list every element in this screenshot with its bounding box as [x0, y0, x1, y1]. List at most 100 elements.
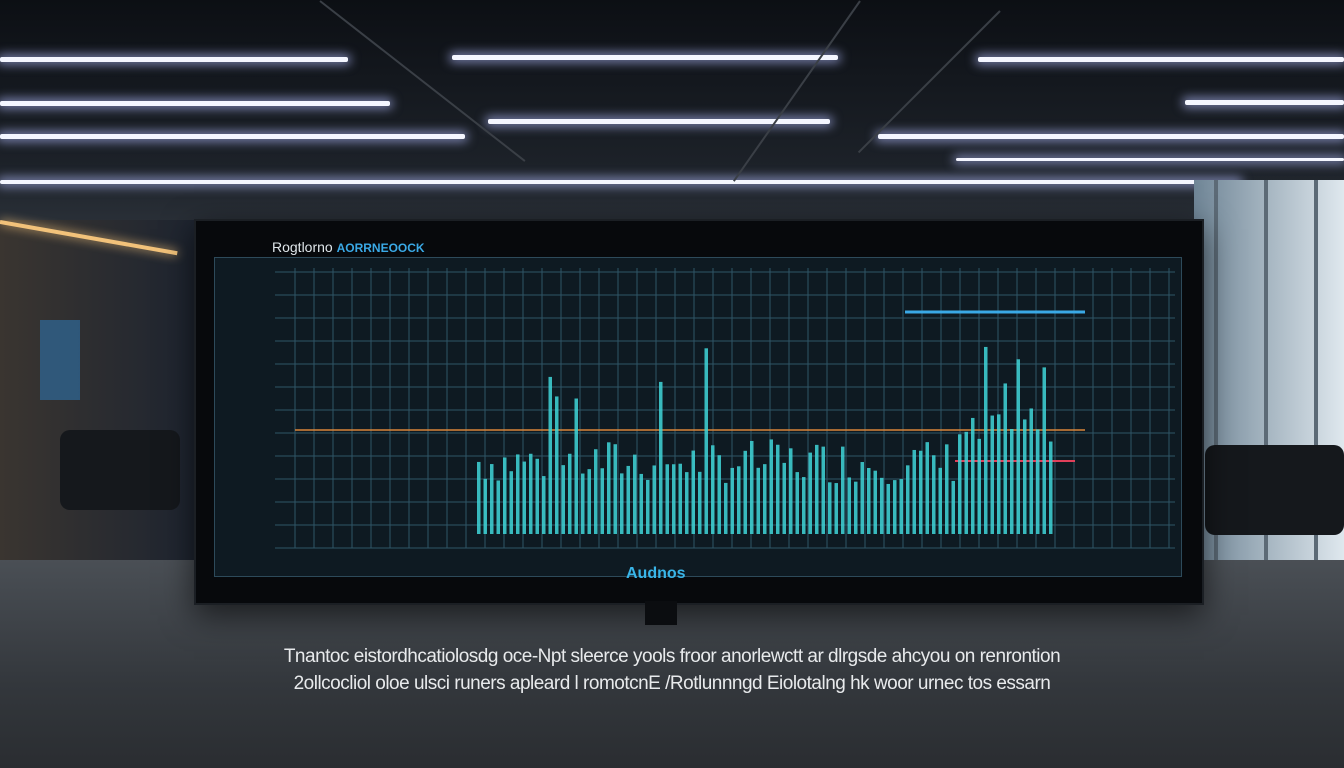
- bar: [841, 446, 845, 534]
- monitor-title: Rogtlorno AORRNEOOCK: [272, 239, 425, 255]
- bar: [945, 444, 949, 534]
- bar: [1023, 419, 1027, 534]
- bar: [873, 470, 877, 534]
- bar: [743, 450, 747, 534]
- bar: [860, 462, 864, 534]
- axis-label: Audnos: [626, 565, 686, 582]
- bar: [698, 471, 702, 534]
- caption-line-2: 2ollcocliol oloe ulsci runers apleard l …: [293, 673, 1051, 694]
- bar: [795, 472, 799, 534]
- bar: [990, 415, 994, 534]
- bar: [997, 414, 1001, 534]
- bar: [620, 473, 624, 534]
- bar: [925, 442, 929, 534]
- bar: [867, 467, 871, 534]
- chair: [1205, 445, 1344, 535]
- bar: [490, 464, 494, 534]
- ceiling-light: [878, 134, 1344, 139]
- bar: [542, 476, 546, 534]
- bar: [607, 442, 611, 534]
- ceiling-light: [0, 57, 348, 62]
- bar: [1016, 359, 1020, 534]
- bar: [893, 480, 897, 534]
- bar: [613, 444, 617, 534]
- ceiling: [0, 0, 1344, 230]
- bar: [808, 452, 812, 534]
- bar: [977, 438, 981, 534]
- bar: [600, 468, 604, 534]
- ceiling-light: [488, 119, 830, 124]
- bar: [652, 465, 656, 534]
- monitor-title-accent: AORRNEOOCK: [336, 241, 425, 255]
- bar: [919, 450, 923, 534]
- bar: [568, 453, 572, 534]
- monitor-title-text: Rogtlorno: [272, 239, 333, 255]
- bar: [516, 454, 520, 534]
- bar: [678, 463, 682, 534]
- bar: [938, 467, 942, 534]
- bar: [756, 467, 760, 534]
- bar: [659, 381, 663, 534]
- bar: [964, 431, 968, 534]
- bar: [522, 461, 526, 534]
- bar: [789, 448, 793, 534]
- bar: [691, 450, 695, 534]
- wall-window: [40, 320, 80, 400]
- bar: [639, 473, 643, 534]
- chart-screen: [214, 257, 1182, 577]
- bar: [574, 398, 578, 534]
- bar: [665, 464, 669, 534]
- bar: [509, 471, 513, 534]
- ceiling-beam: [857, 10, 1001, 154]
- bar: [704, 348, 708, 534]
- ceiling-light: [956, 158, 1344, 161]
- bar: [555, 396, 559, 534]
- bar: [802, 477, 806, 534]
- bar: [834, 483, 838, 534]
- bar: [561, 465, 565, 534]
- window-mullion: [1264, 180, 1268, 560]
- bar: [1003, 383, 1007, 534]
- bar: [483, 478, 487, 534]
- ceiling-beam: [732, 0, 861, 182]
- bar: [548, 376, 552, 534]
- ceiling-light: [0, 101, 390, 106]
- bar: [906, 465, 910, 534]
- bar: [711, 445, 715, 534]
- bar: [782, 462, 786, 534]
- bar: [1029, 408, 1033, 534]
- bar: [633, 454, 637, 534]
- bar: [763, 464, 767, 534]
- bar: [535, 458, 539, 534]
- monitor-stand: [645, 601, 677, 625]
- bar: [951, 480, 955, 534]
- bar: [581, 473, 585, 534]
- bar: [496, 480, 500, 534]
- bar: [1010, 429, 1014, 534]
- bar: [529, 453, 533, 534]
- ceiling-light: [1185, 100, 1344, 105]
- bar: [932, 455, 936, 534]
- chair: [60, 430, 180, 510]
- wall-light: [0, 220, 178, 256]
- bar: [769, 439, 773, 534]
- monitor: Rogtlorno AORRNEOOCK Audnos: [194, 219, 1204, 605]
- bar: [626, 465, 630, 534]
- bar: [1036, 429, 1040, 534]
- bar: [971, 417, 975, 534]
- ceiling-light: [0, 180, 1240, 184]
- ceiling-light: [452, 55, 838, 60]
- bar: [750, 440, 754, 534]
- bar: [984, 346, 988, 534]
- bar: [594, 449, 598, 534]
- bar: [730, 467, 734, 534]
- bar: [737, 466, 741, 534]
- bar: [685, 472, 689, 534]
- bar: [672, 464, 676, 534]
- window-mullion: [1214, 180, 1218, 560]
- bar: [899, 479, 903, 534]
- bar: [958, 434, 962, 534]
- caption-line-1: Tnantoc eistordhcatiolosdg oce-Npt sleer…: [283, 646, 1061, 667]
- chart-graphic: [275, 268, 1175, 549]
- bar: [847, 477, 851, 534]
